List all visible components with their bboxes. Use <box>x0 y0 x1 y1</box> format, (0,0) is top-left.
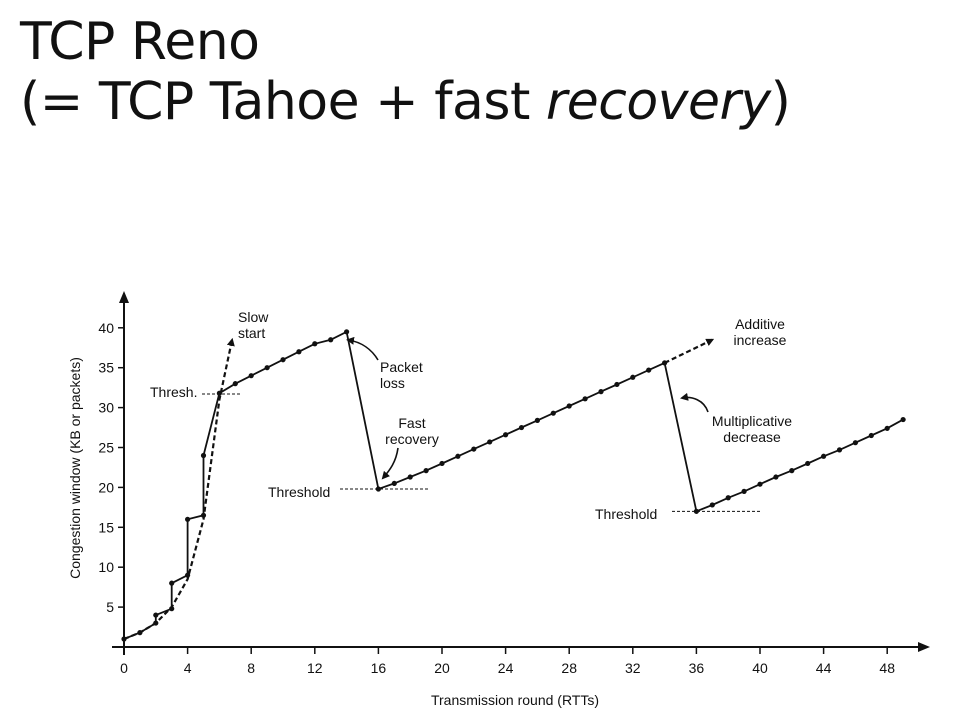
axes: 0 4 8 12 16 20 24 28 32 36 40 44 48510152025303540Tr… <box>67 291 930 708</box>
annotation-slow-start: Slow start <box>238 309 269 341</box>
data-point <box>407 474 413 480</box>
data-point <box>821 453 827 459</box>
data-point <box>630 374 636 380</box>
annotation-packet-loss: Packet loss <box>380 359 423 391</box>
series-layer <box>121 329 906 642</box>
x-tick-label: 12 <box>307 660 323 676</box>
multiplicative-decrease-arrow <box>680 392 709 413</box>
y-tick-label: 30 <box>98 400 114 416</box>
data-point <box>391 480 397 487</box>
annotation-threshold-2: Threshold <box>595 506 657 522</box>
y-axis-arrow <box>119 291 129 303</box>
data-point <box>471 446 477 452</box>
data-point <box>884 425 890 431</box>
data-point <box>805 460 811 467</box>
data-point <box>741 488 747 494</box>
x-tick-label: 24 <box>498 660 514 676</box>
y-tick-label: 25 <box>98 440 114 456</box>
x-tick-label: 28 <box>561 660 577 676</box>
x-tick-label: 44 <box>816 660 832 676</box>
data-point <box>534 417 541 423</box>
data-point <box>868 432 874 439</box>
data-point <box>248 373 254 379</box>
annotation-fast-recovery: Fast recovery <box>385 415 439 447</box>
data-point <box>280 357 286 363</box>
data-point <box>328 337 334 343</box>
data-point <box>232 381 238 387</box>
x-tick-label: 36 <box>689 660 705 676</box>
x-tick-label: 16 <box>371 660 387 676</box>
x-tick-label: 4 <box>184 660 192 676</box>
data-point <box>725 495 731 501</box>
title-line-2: (= TCP Tahoe + fast recovery) <box>20 72 791 132</box>
data-point <box>153 612 159 618</box>
x-tick-label: 0 <box>120 660 128 676</box>
data-point <box>487 439 493 445</box>
data-point <box>375 486 381 492</box>
x-axis-label: Transmission round (RTTs) <box>431 692 599 708</box>
annotation-threshold-1: Threshold <box>268 484 330 500</box>
slide-title: TCP Reno (= TCP Tahoe + fast recovery) <box>20 12 791 132</box>
y-tick-label: 35 <box>98 360 114 376</box>
annotations-layer: Slow start Thresh. Packet loss Fast recovery Th… <box>150 309 792 522</box>
data-point <box>439 460 445 467</box>
title-line-1: TCP Reno <box>20 12 260 72</box>
data-point <box>709 502 715 508</box>
x-tick-label: 8 <box>247 660 255 676</box>
data-point <box>693 508 700 514</box>
fast-recovery-arrow <box>381 447 399 480</box>
y-tick-label: 20 <box>98 479 114 495</box>
data-point <box>296 349 302 355</box>
data-point <box>518 424 525 431</box>
y-axis-label: Congestion window (KB or packets) <box>67 357 83 579</box>
data-point <box>852 440 859 446</box>
data-point <box>455 453 461 459</box>
x-tick-label: 20 <box>434 660 450 676</box>
packet-loss-arrow <box>346 336 379 361</box>
annotation-thresh: Thresh. <box>150 384 197 400</box>
data-point <box>614 381 620 388</box>
data-point <box>169 580 175 586</box>
annotation-additive-increase: Additive increase <box>734 316 787 348</box>
dashed-series-line <box>123 337 235 641</box>
data-point <box>789 468 795 474</box>
data-point <box>264 365 270 371</box>
title-emphasis: recovery <box>545 72 771 132</box>
y-tick-label: 15 <box>98 519 114 535</box>
data-point <box>566 403 572 409</box>
annotation-multiplicative-decrease: Multiplicative decrease <box>712 413 792 445</box>
x-tick-label: 48 <box>879 660 895 676</box>
data-point <box>646 367 652 373</box>
x-tick-label: 32 <box>625 660 641 676</box>
dashed-series-line <box>664 338 715 364</box>
y-tick-label: 10 <box>98 559 114 575</box>
data-point <box>900 416 906 423</box>
x-axis-arrow <box>918 642 930 652</box>
data-point <box>503 432 509 438</box>
y-tick-label: 5 <box>106 599 114 615</box>
x-tick-label: 40 <box>752 660 768 676</box>
data-point <box>200 452 207 459</box>
data-point <box>185 572 191 578</box>
data-point <box>344 329 350 335</box>
y-tick-label: 40 <box>98 320 114 336</box>
title-line-2-prefix: (= TCP Tahoe + fast <box>20 72 546 132</box>
data-point <box>423 468 429 474</box>
data-point <box>773 474 779 480</box>
data-point <box>582 396 588 402</box>
congestion-window-line <box>123 330 904 640</box>
data-point <box>185 516 191 522</box>
title-line-2-suffix: ) <box>770 72 791 132</box>
data-point <box>598 389 604 395</box>
data-point <box>757 481 763 487</box>
data-point <box>312 341 318 347</box>
data-point <box>836 447 843 453</box>
data-point <box>550 410 556 416</box>
